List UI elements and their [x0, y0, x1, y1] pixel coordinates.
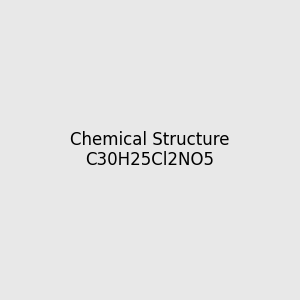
- Text: Chemical Structure
C30H25Cl2NO5: Chemical Structure C30H25Cl2NO5: [70, 130, 230, 170]
